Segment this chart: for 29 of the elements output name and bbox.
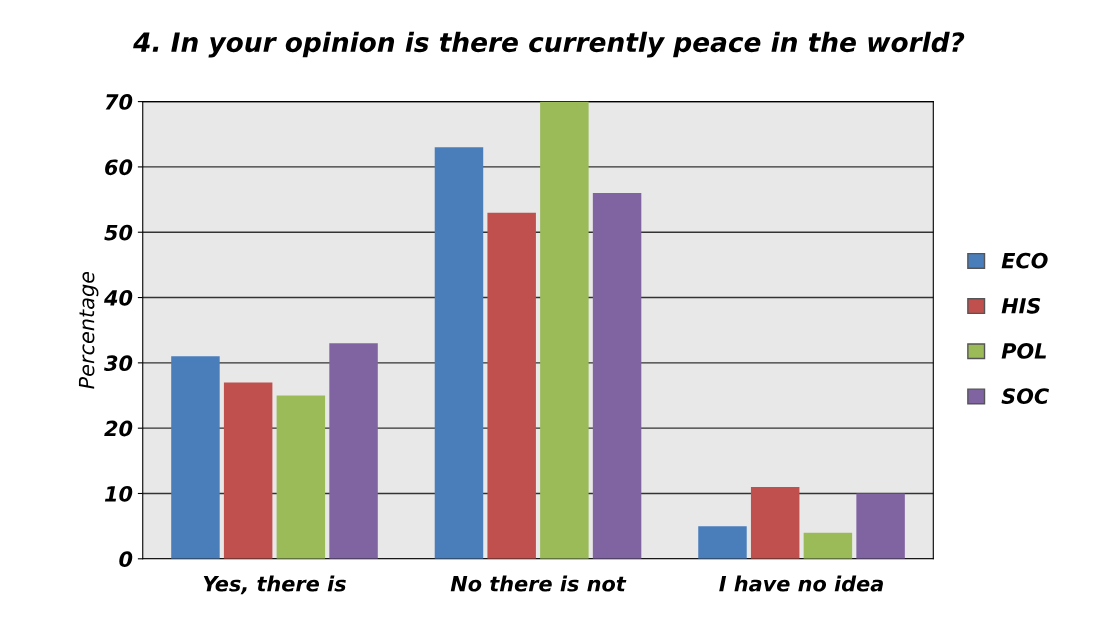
chart-title: 4. In your opinion is there currently peace in the world? <box>133 31 965 58</box>
y-tick-label: 70 <box>105 94 133 110</box>
y-tick-label: 0 <box>119 551 133 568</box>
y-tick-label: 60 <box>105 159 133 176</box>
bar <box>276 395 326 559</box>
bar <box>329 343 378 559</box>
bar <box>803 532 853 559</box>
y-tick-label: 50 <box>104 224 133 241</box>
x-tick-label: I have no idea <box>719 575 883 592</box>
bar <box>487 212 536 559</box>
bar <box>856 493 905 559</box>
bar <box>750 486 800 559</box>
bar <box>223 382 273 559</box>
legend-label: POL <box>1001 343 1046 359</box>
bar <box>434 147 484 559</box>
bar <box>698 526 747 559</box>
y-axis-title: Percentage <box>78 271 99 389</box>
y-tick-label: 30 <box>104 355 133 372</box>
bar <box>171 356 220 559</box>
y-tick-label: 20 <box>104 420 133 437</box>
y-tick-label: 40 <box>104 290 133 306</box>
bar <box>540 101 589 559</box>
x-tick-label: Yes, there is <box>203 575 346 595</box>
y-tick-label: 10 <box>104 485 133 502</box>
bar <box>592 193 642 559</box>
legend-label: HIS <box>1001 297 1041 314</box>
legend-label: SOC <box>1001 388 1049 404</box>
x-tick-label: No there is not <box>450 575 627 592</box>
legend-label: ECO <box>1001 252 1048 269</box>
